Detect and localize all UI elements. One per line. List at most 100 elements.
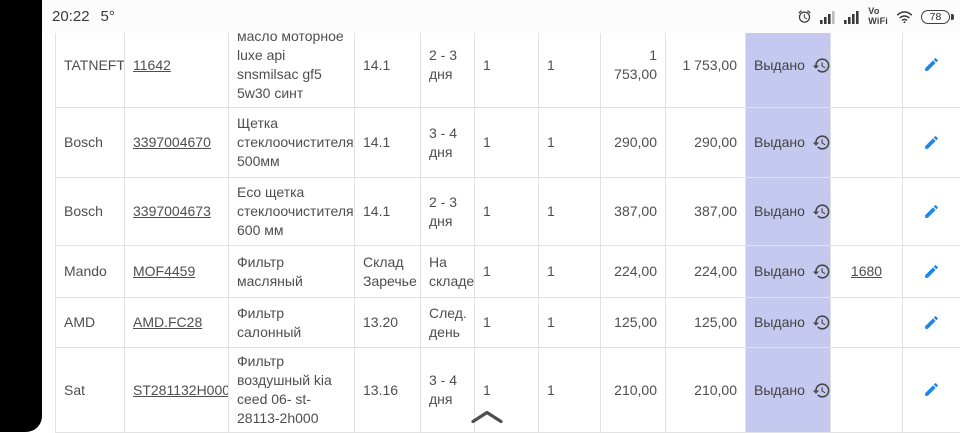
status-badge: Выдано — [754, 262, 805, 281]
warehouse-cell: Склад Заречье — [355, 246, 421, 298]
qty-confirmed-cell: 1 — [539, 348, 601, 433]
description-cell: Eco щетка стеклоочистителя 600 мм — [229, 178, 355, 246]
brand-cell: TATNEFT — [56, 23, 125, 108]
qty-confirmed-cell: 1 — [539, 23, 601, 108]
price-cell: 125,00 — [601, 298, 666, 348]
price-cell: 290,00 — [601, 108, 666, 178]
article-cell: 3397004673 — [125, 178, 229, 246]
brand-cell: AMD — [56, 298, 125, 348]
edit-pencil-icon[interactable] — [919, 377, 944, 402]
article-link[interactable]: AMD.FC28 — [133, 314, 202, 330]
history-icon[interactable] — [812, 313, 831, 332]
qty-ordered-cell: 1 — [475, 108, 539, 178]
article-link[interactable]: MOF4459 — [133, 263, 195, 279]
edit-pencil-icon[interactable] — [919, 130, 944, 155]
table-row: Bosch 3397004673 Eco щетка стеклоочистит… — [56, 178, 960, 246]
article-link[interactable]: 11642 — [133, 57, 171, 73]
sum-cell: 387,00 — [666, 178, 746, 246]
clock: 20:22 — [52, 8, 90, 25]
price-cell: 1 753,00 — [601, 23, 666, 108]
brand-cell: Mando — [56, 246, 125, 298]
delivery-cell: 3 - 4 дня — [421, 348, 475, 433]
warehouse-cell: 14.1 — [355, 178, 421, 246]
warehouse-cell: 13.20 — [355, 298, 421, 348]
article-cell: 3397004670 — [125, 108, 229, 178]
table-row: AMD AMD.FC28 Фильтр салонный 13.20 След.… — [56, 298, 960, 348]
wifi-icon — [896, 9, 913, 24]
sum-cell: 290,00 — [666, 108, 746, 178]
status-badge: Выдано — [754, 202, 805, 221]
edit-cell — [903, 178, 960, 246]
table-row: Bosch 3397004670 Щетка стеклоочистителя … — [56, 108, 960, 178]
orders-table: TATNEFT 11642 масло моторное luxe api sn… — [55, 22, 960, 433]
brand-cell: Bosch — [56, 178, 125, 246]
battery-percent: 78 — [930, 11, 942, 23]
camera-notch-strip — [0, 0, 42, 432]
qty-ordered-cell: 1 — [475, 23, 539, 108]
edit-cell — [903, 298, 960, 348]
qty-confirmed-cell: 1 — [539, 108, 601, 178]
description-cell: Фильтр воздушный kia ceed 06- st-28113-2… — [229, 348, 355, 433]
article-link[interactable]: 3397004670 — [133, 134, 211, 150]
status-cell: Выдано — [746, 298, 831, 348]
description-cell: Фильтр салонный — [229, 298, 355, 348]
article-cell: MOF4459 — [125, 246, 229, 298]
description-cell: Щетка стеклоочистителя 500мм — [229, 108, 355, 178]
edit-pencil-icon[interactable] — [919, 199, 944, 224]
ref-cell — [831, 178, 903, 246]
edit-cell — [903, 108, 960, 178]
qty-confirmed-cell: 1 — [539, 298, 601, 348]
price-cell: 387,00 — [601, 178, 666, 246]
status-cell: Выдано — [746, 23, 831, 108]
description-cell: масло моторное luxe api snsmilsac gf5 5w… — [229, 23, 355, 108]
battery-icon: 78 — [921, 10, 950, 24]
delivery-cell: 2 - 3 дня — [421, 178, 475, 246]
history-icon[interactable] — [812, 133, 831, 152]
ref-cell: 1680 — [831, 246, 903, 298]
brand-cell: Sat — [56, 348, 125, 433]
edit-cell — [903, 348, 960, 433]
edit-pencil-icon[interactable] — [919, 52, 944, 77]
cellular-signal-icon — [844, 10, 860, 24]
delivery-cell: 2 - 3 дня — [421, 23, 475, 108]
history-icon[interactable] — [812, 381, 831, 400]
ref-cell — [831, 23, 903, 108]
qty-confirmed-cell: 1 — [539, 178, 601, 246]
chevron-up-icon[interactable] — [470, 408, 504, 425]
ref-link[interactable]: 1680 — [851, 263, 882, 279]
qty-ordered-cell: 1 — [475, 178, 539, 246]
status-badge: Выдано — [754, 133, 805, 152]
edit-cell — [903, 23, 960, 108]
ref-cell — [831, 108, 903, 178]
history-icon[interactable] — [812, 262, 831, 281]
edit-pencil-icon[interactable] — [919, 310, 944, 335]
sum-cell: 1 753,00 — [666, 23, 746, 108]
edit-cell — [903, 246, 960, 298]
delivery-cell: На складе — [421, 246, 475, 298]
qty-ordered-cell: 1 — [475, 298, 539, 348]
history-icon[interactable] — [812, 56, 831, 75]
delivery-cell: След. день — [421, 298, 475, 348]
history-icon[interactable] — [812, 202, 831, 221]
status-cell: Выдано — [746, 108, 831, 178]
edit-pencil-icon[interactable] — [919, 259, 944, 284]
status-bar: 20:22 5° — [0, 0, 960, 33]
status-badge: Выдано — [754, 56, 805, 75]
sum-cell: 224,00 — [666, 246, 746, 298]
sum-cell: 125,00 — [666, 298, 746, 348]
article-link[interactable]: ST281132H000 — [133, 382, 229, 398]
article-link[interactable]: 3397004673 — [133, 203, 211, 219]
status-badge: Выдано — [754, 381, 805, 400]
qty-confirmed-cell: 1 — [539, 246, 601, 298]
description-cell: Фильтр масляный — [229, 246, 355, 298]
ref-cell — [831, 298, 903, 348]
cellular-signal-icon — [820, 10, 836, 24]
status-cell: Выдано — [746, 178, 831, 246]
temperature: 5° — [101, 8, 115, 25]
article-cell: AMD.FC28 — [125, 298, 229, 348]
sum-cell: 210,00 — [666, 348, 746, 433]
delivery-cell: 3 - 4 дня — [421, 108, 475, 178]
status-cell: Выдано — [746, 348, 831, 433]
table-row: Mando MOF4459 Фильтр масляный Склад Заре… — [56, 246, 960, 298]
